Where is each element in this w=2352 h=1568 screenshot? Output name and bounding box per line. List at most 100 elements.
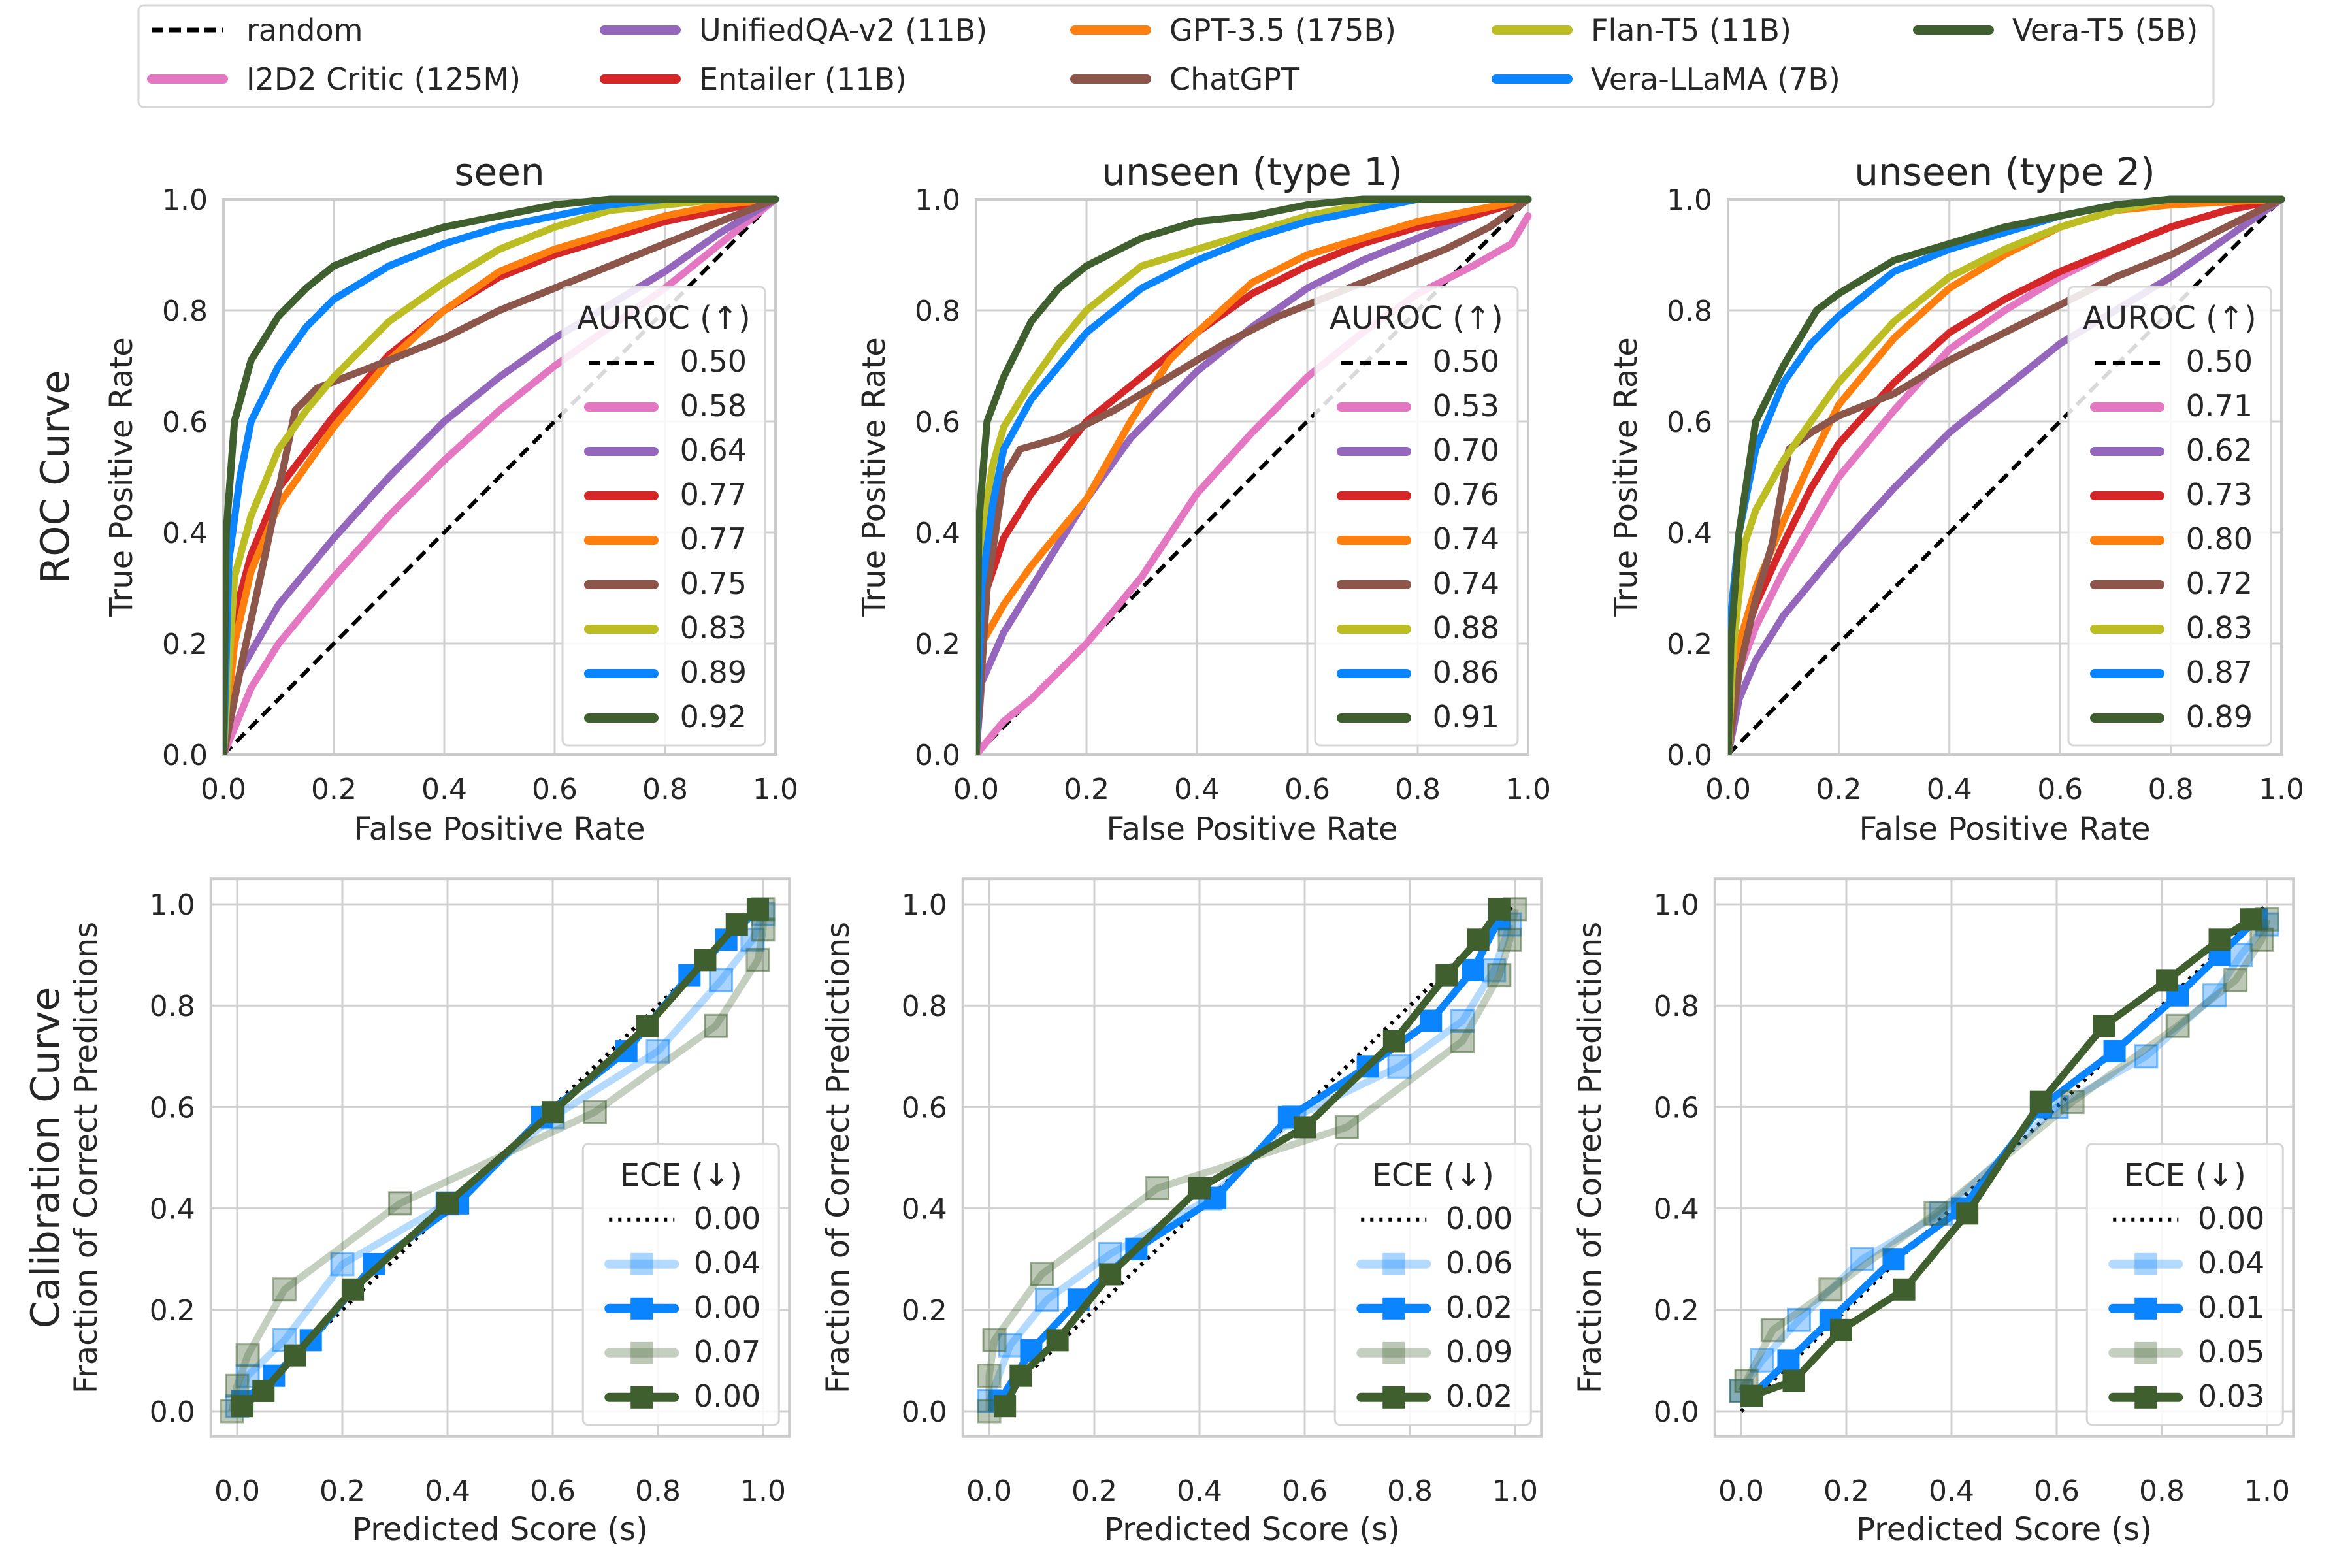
roc-line-gpt35 [223,195,779,755]
gridlines [962,879,1542,1437]
panel-legend-entry: 0.00 [1361,1201,1512,1236]
calibration-marker [2093,1015,2115,1037]
legend-entry-vera_t5: Vera-T5 (5B) [1913,12,2198,48]
legend-value: 0.58 [680,388,747,423]
calibration-line-ideal [987,902,1517,1413]
y-tick-label: 1.0 [1654,889,1699,922]
y-tick-label: 0.8 [902,990,947,1023]
calibration-marker [1882,1248,1905,1271]
axes-frame [1713,877,2295,1438]
x-tick-label: 1.0 [2259,773,2304,806]
legend-marker [1382,1341,1405,1364]
legend-marker [630,1386,653,1409]
legend-label: ChatGPT [1169,61,1300,97]
calibration-marker [1099,1263,1122,1286]
x-tick-label: 0.2 [319,1475,365,1508]
series-vera_t5 [976,195,1532,755]
panel-legend-entry: 0.76 [1337,477,1499,512]
legend-label: random [246,12,363,48]
legend-marker [1382,1297,1405,1320]
calibration-marker [330,1252,355,1277]
calibration-marker [542,1101,564,1124]
series-i2d2 [223,195,779,755]
panel-calibration-seen: 0.0 0.0 0.2 0.2 0.4 0.4 0.6 0.6 0.8 0.8 1.0 1.0 Pred… [68,877,791,1548]
panel-calibration-unseen-type2: 0.0 0.0 0.2 0.2 0.4 0.4 0.6 0.6 0.8 0.8 1.0 1.0 Pred… [1572,877,2295,1548]
panel-legend-entry: 0.50 [2095,344,2253,379]
x-tick-label: 0.4 [421,773,467,806]
calibration-marker [2029,1090,2052,1113]
legend-value: 0.00 [694,1379,760,1414]
calibration-marker [2202,983,2227,1008]
y-tick-label: 0.2 [915,628,960,661]
panel-legend: AUROC (↑) 0.50 0.58 0.64 0.77 0.77 0.75 0.83 0.8… [561,286,766,747]
calibration-marker [725,913,748,936]
panel-legend-entry: 0.88 [1337,610,1499,645]
y-tick-label: 0.0 [1654,1396,1699,1429]
series-flant5 [1728,195,2285,755]
panel-legend-title: ECE (↓) [620,1157,742,1194]
panel-legend-entry: 0.58 [584,388,747,423]
calibration-marker [1782,1369,1805,1392]
x-tick-label: 0.2 [311,773,357,806]
panel-legend: ECE (↓) 0.00 0.04 0.01 0.05 0.03 [2085,1143,2284,1426]
panel-roc-unseen-type2: 0.00.0 0.2 0.2 0.4 0.4 0.6 0.6 0.8 0.8 1.0 1.0 Fals… [1608,150,2304,847]
x-tick-label: 1.0 [740,1475,786,1508]
panel-legend-entry: 0.02 [1356,1379,1512,1414]
calibration-marker [272,1277,297,1302]
panel-legend-entry: 0.77 [584,521,747,557]
series-gpt35 [223,195,779,755]
roc-line-chatgpt [976,195,1532,755]
series-chatgpt [1728,195,2285,755]
panel-title: unseen (type 2) [1854,150,2155,194]
calibration-marker [2103,1040,2126,1063]
calibration-marker [1046,1329,1069,1352]
legend-value: 0.06 [1446,1245,1512,1281]
legend-entry-unifiedqa: UnifiedQA-v2 (11B) [600,12,987,48]
panel-legend-entry: 0.70 [1337,433,1499,468]
legend-value: 0.86 [1433,655,1499,690]
calibration-marker [1777,1349,1800,1372]
calibration-marker [704,1013,728,1038]
legend-value: 0.03 [2198,1379,2264,1414]
y-tick-label: 1.0 [915,184,960,217]
legend-marker [630,1341,653,1364]
roc-line-vera_t5 [1728,195,2285,755]
legend-entry-random: random [152,12,363,48]
y-tick-label: 0.4 [150,1193,195,1226]
legend-entry-chatgpt: ChatGPT [1070,61,1300,97]
calibration-marker [1487,963,1512,988]
calibration-marker [1294,1116,1316,1139]
legend-label: Flan-T5 (11B) [1591,12,1791,48]
legend-value: 0.05 [2198,1334,2264,1369]
calibration-marker [2165,1013,2190,1038]
roc-line-flant5 [976,195,1532,755]
x-tick-label: 0.2 [1071,1475,1117,1508]
y-tick-label: 0.6 [162,406,208,439]
series-vera_t5 [223,195,779,755]
legend-marker [2134,1252,2157,1275]
roc-line-i2d2 [223,195,779,755]
legend-marker [1382,1252,1405,1275]
y-tick-label: 0.4 [902,1193,947,1226]
calibration-marker [994,1395,1017,1418]
y-tick-label: 0.6 [1654,1091,1699,1124]
legend-value: 0.91 [1433,699,1499,734]
roc-line-random [223,197,777,755]
panel-legend-entry: 0.03 [2108,1379,2264,1414]
x-tick-label: 0.2 [1064,773,1109,806]
roc-line-vera_llama [976,195,1532,755]
y-tick-label: 0.2 [902,1294,947,1328]
legend-value: 0.07 [694,1334,760,1369]
calibration-marker [694,949,717,972]
y-tick-label: 1.0 [162,184,208,217]
panel-legend-entry: 0.00 [604,1379,760,1414]
panel-legend-entry: 0.73 [2090,477,2253,512]
panel-legend-entry: 0.83 [584,610,747,645]
panel-legend-entry: 0.09 [1356,1334,1512,1369]
calibration-marker [231,1395,254,1418]
x-tick-label: 0.6 [532,773,578,806]
legend-value: 0.77 [680,521,747,557]
calibration-line-vera_t5 [240,906,760,1409]
legend-marker [2134,1341,2157,1364]
calibration-marker [2223,968,2248,992]
